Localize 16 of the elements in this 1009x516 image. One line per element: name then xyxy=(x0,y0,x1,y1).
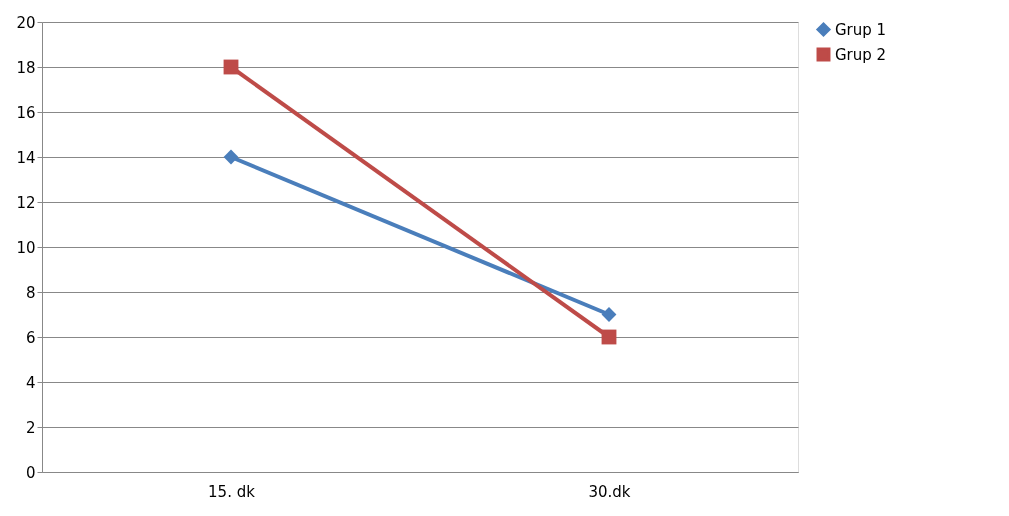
legend-label: Grup 1 xyxy=(835,20,887,39)
point xyxy=(223,149,239,165)
y-tick-label: 10 xyxy=(16,238,36,257)
x-tick-label: 15. dk xyxy=(208,482,256,501)
y-tick-label: 6 xyxy=(25,328,36,347)
y-tick-label: 0 xyxy=(25,463,36,482)
y-tick-label: 14 xyxy=(16,148,36,167)
y-tick-label: 4 xyxy=(25,373,36,392)
y-tick-label: 12 xyxy=(16,193,36,212)
y-tick-label: 8 xyxy=(25,283,36,302)
legend-label: Grup 2 xyxy=(835,45,887,64)
y-tick-label: 2 xyxy=(25,418,36,437)
y-tick-label: 18 xyxy=(16,58,36,77)
y-tick-label: 16 xyxy=(16,103,36,122)
x-tick-label: 30.dk xyxy=(588,482,631,501)
y-tick-label: 20 xyxy=(16,13,36,32)
